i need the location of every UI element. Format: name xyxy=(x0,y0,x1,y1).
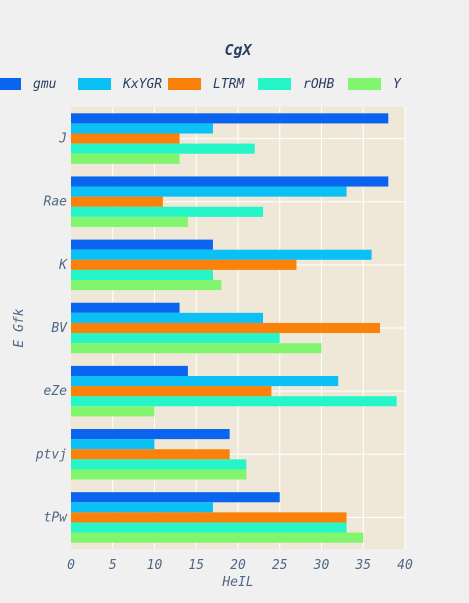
bar-LTRM-J xyxy=(71,133,180,144)
legend-item-KxYGR: KxYGR xyxy=(78,77,162,92)
bar-rOHB-eZe xyxy=(71,396,397,407)
bar-gmu-Rae xyxy=(71,176,389,187)
chart-title: CgX xyxy=(224,41,252,59)
bar-KxYGR-ptvj xyxy=(71,439,155,450)
legend-item-gmu: gmu xyxy=(0,77,57,92)
bar-LTRM-ptvj xyxy=(71,449,230,460)
y-tick-label: tPw xyxy=(44,510,69,525)
legend-swatch xyxy=(0,78,21,90)
x-tick-label: 25 xyxy=(272,558,288,573)
legend-label: KxYGR xyxy=(122,77,162,92)
bar-gmu-J xyxy=(71,113,389,124)
bar-Y-J xyxy=(71,153,180,164)
x-tick-label: 20 xyxy=(230,558,246,573)
legend-swatch xyxy=(348,78,381,90)
y-tick-label: K xyxy=(58,258,68,273)
bar-Y-K xyxy=(71,280,222,291)
bar-KxYGR-tPw xyxy=(71,502,213,513)
y-tick-label: ptvj xyxy=(35,447,67,462)
bar-rOHB-tPw xyxy=(71,522,347,533)
y-tick-labels: J Rae K BV eZe ptvj tPw xyxy=(35,132,68,526)
y-tick-label: Rae xyxy=(44,195,68,210)
bar-Y-Rae xyxy=(71,216,188,227)
bar-Y-BV xyxy=(71,343,322,354)
bars xyxy=(71,113,397,543)
bar-KxYGR-J xyxy=(71,123,213,134)
bar-rOHB-J xyxy=(71,143,255,154)
bar-gmu-K xyxy=(71,239,213,250)
x-tick-label: 35 xyxy=(354,558,371,573)
bar-gmu-tPw xyxy=(71,492,280,503)
legend-label: Y xyxy=(393,77,402,92)
y-tick-label: J xyxy=(58,132,67,147)
x-tick-label: 10 xyxy=(147,558,163,573)
bar-rOHB-ptvj xyxy=(71,459,247,470)
legend: gmu KxYGR LTRM rOHB Y xyxy=(0,77,402,92)
x-tick-label: 30 xyxy=(313,558,330,573)
bar-gmu-ptvj xyxy=(71,429,230,440)
x-axis-title: HeIL xyxy=(221,575,253,590)
bar-KxYGR-eZe xyxy=(71,375,339,387)
bar-LTRM-Rae xyxy=(71,196,163,207)
legend-swatch xyxy=(78,78,111,90)
x-tick-label: 0 xyxy=(67,558,75,573)
bar-LTRM-eZe xyxy=(71,386,272,397)
y-axis-title: E Gfk xyxy=(12,308,27,347)
bar-rOHB-BV xyxy=(71,333,280,344)
bar-KxYGR-BV xyxy=(71,312,264,323)
y-tick-label: eZe xyxy=(44,384,68,399)
legend-label: LTRM xyxy=(213,77,245,92)
legend-label: gmu xyxy=(33,77,57,92)
legend-item-LTRM: LTRM xyxy=(168,77,245,92)
legend-swatch xyxy=(168,78,201,90)
bar-gmu-eZe xyxy=(71,365,188,376)
bar-rOHB-Rae xyxy=(71,206,264,217)
legend-item-rOHB: rOHB xyxy=(258,77,334,92)
bar-gmu-BV xyxy=(71,302,180,313)
bar-Y-tPw xyxy=(71,532,364,543)
bar-LTRM-tPw xyxy=(71,512,347,523)
x-tick-labels: 0 5 10 15 20 25 30 35 40 xyxy=(67,558,413,573)
legend-swatch xyxy=(258,78,291,90)
bar-KxYGR-K xyxy=(71,249,372,260)
x-tick-label: 40 xyxy=(397,558,413,573)
legend-label: rOHB xyxy=(303,77,334,92)
bar-KxYGR-Rae xyxy=(71,186,347,197)
bar-LTRM-BV xyxy=(71,322,380,334)
bar-LTRM-K xyxy=(71,259,297,270)
y-tick-label: BV xyxy=(51,321,68,336)
bar-Y-eZe xyxy=(71,406,155,417)
bar-Y-ptvj xyxy=(71,469,247,480)
bar-rOHB-K xyxy=(71,269,213,281)
x-tick-label: 5 xyxy=(109,558,117,573)
legend-item-Y: Y xyxy=(348,77,402,92)
x-tick-label: 15 xyxy=(188,558,204,573)
